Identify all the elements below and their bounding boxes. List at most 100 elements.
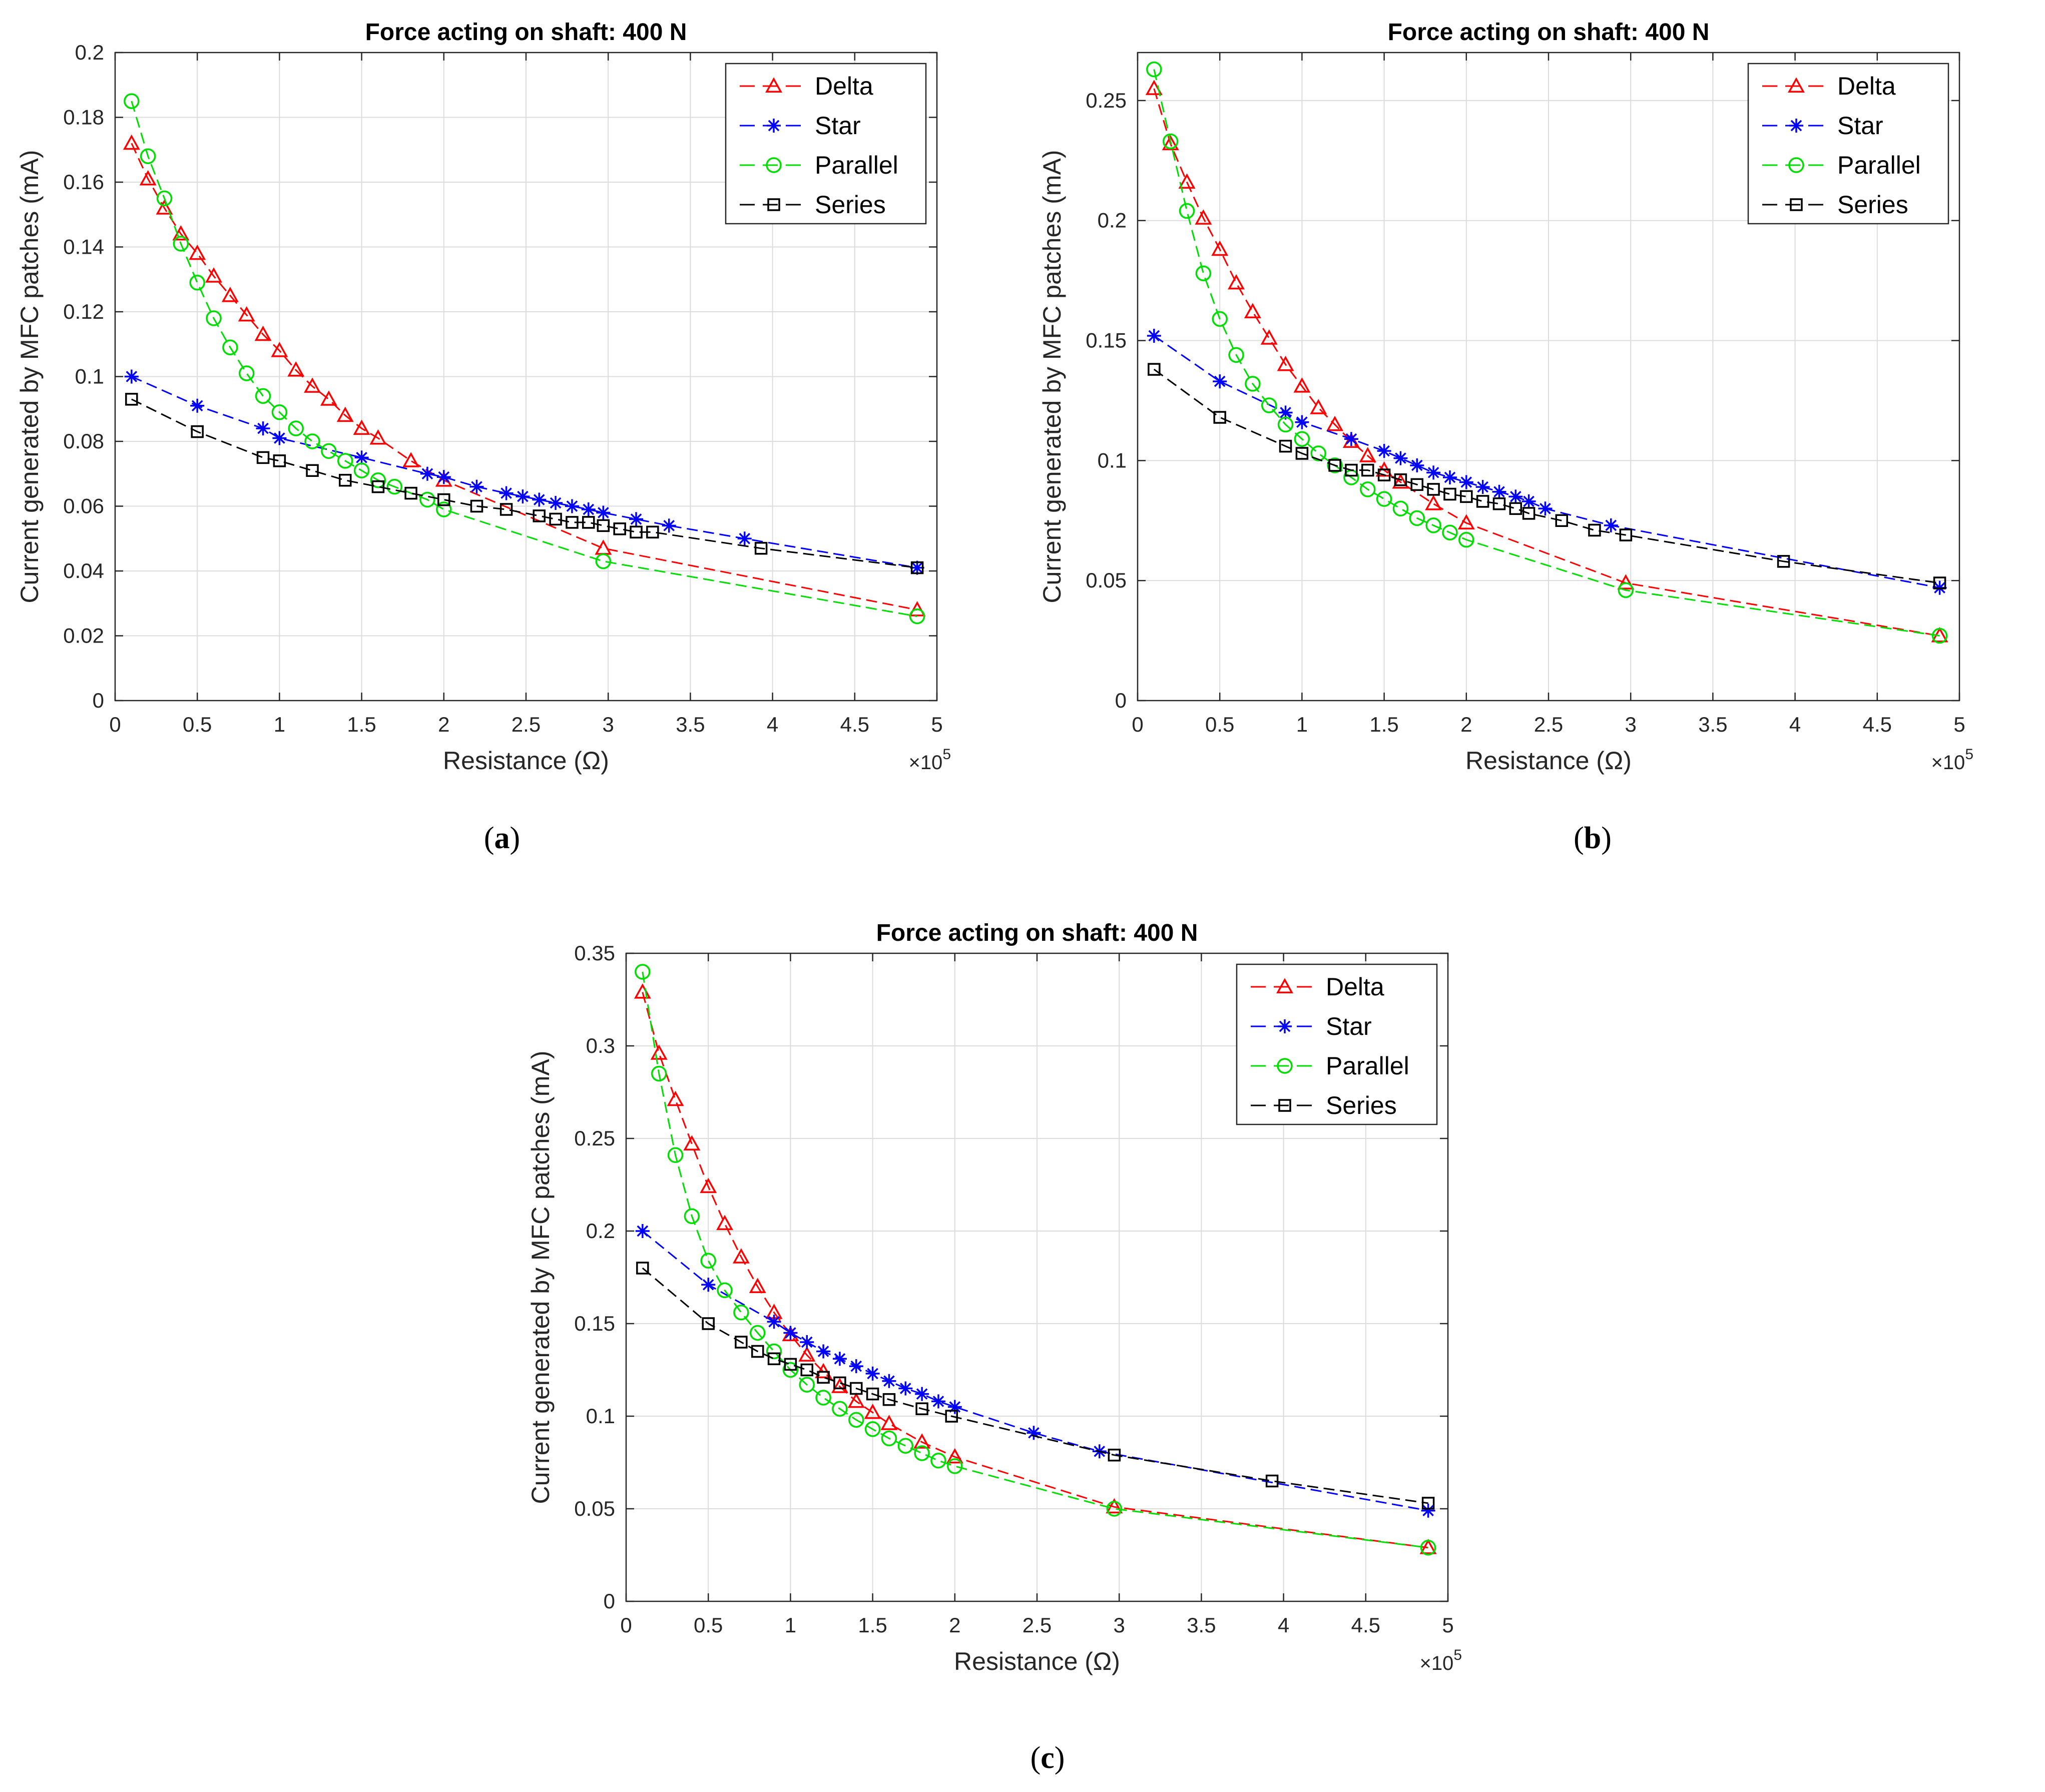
y-tick-label: 0.2: [75, 41, 104, 64]
y-tick-label: 0.18: [63, 106, 104, 129]
data-point-series: [1443, 487, 1456, 501]
data-point-series: [945, 1410, 958, 1423]
data-point-parallel: [288, 420, 304, 436]
data-point-star: [910, 560, 924, 575]
y-tick-label: 0.04: [63, 559, 104, 582]
data-point-parallel: [173, 236, 189, 252]
chart-title: Force acting on shaft: 400 N: [1388, 19, 1710, 46]
data-point-series: [1295, 447, 1309, 460]
y-tick-label: 0.14: [63, 235, 104, 259]
data-point-delta: [1310, 399, 1327, 414]
data-point-series: [646, 525, 659, 539]
data-point-parallel: [1195, 265, 1212, 282]
data-point-delta: [1359, 447, 1376, 462]
legend: Delta Star Parallel Series: [725, 63, 927, 225]
data-point-star: [767, 1315, 781, 1329]
x-axis-multiplier: ×105: [908, 746, 951, 774]
y-tick-label: 0.2: [586, 1219, 615, 1243]
data-point-parallel: [238, 365, 255, 381]
data-point-series: [735, 1336, 748, 1349]
y-tick-label: 0.08: [63, 429, 104, 453]
x-tick-label: 3.5: [1698, 713, 1727, 736]
data-point-delta: [221, 287, 239, 302]
legend-label-parallel: Parallel: [1837, 151, 1921, 179]
data-point-delta: [1228, 274, 1245, 290]
panel-label-a: (a): [483, 821, 521, 855]
data-point-parallel: [909, 608, 925, 625]
series-star: [635, 1224, 1435, 1518]
data-point-star: [1295, 415, 1309, 429]
data-point-star: [256, 421, 270, 436]
data-point-delta: [683, 1135, 701, 1151]
data-point-star: [783, 1326, 798, 1340]
legend: Delta Star Parallel Series: [1236, 963, 1438, 1125]
data-point-series: [582, 516, 595, 529]
data-point-parallel: [897, 1438, 914, 1454]
data-point-series: [256, 451, 270, 464]
data-point-star: [581, 502, 596, 516]
legend-marker-parallel: [1788, 157, 1804, 173]
x-tick-label: 4: [1789, 713, 1801, 736]
x-tick-label: 3: [1114, 1613, 1125, 1637]
data-point-series: [630, 525, 643, 539]
legend-box: [1747, 63, 1949, 225]
data-point-parallel: [782, 1362, 799, 1378]
data-point-parallel: [635, 964, 651, 980]
data-point-delta: [353, 419, 370, 435]
legend-marker-parallel: [1277, 1058, 1293, 1074]
data-point-star: [832, 1352, 847, 1366]
data-point-parallel: [1294, 431, 1310, 447]
x-axis-multiplier-exponent: 5: [942, 746, 951, 763]
data-point-delta: [946, 1448, 963, 1464]
x-ticks: 0 0.5 1 1.5 2 2.5 3 3.5 4 4.5 5: [620, 953, 1454, 1637]
data-point-parallel: [914, 1445, 930, 1461]
data-point-parallel: [124, 93, 140, 109]
data-point-delta: [1392, 473, 1409, 489]
y-tick-label: 0.1: [1098, 448, 1127, 472]
data-point-delta: [1244, 303, 1261, 318]
data-point-star: [1421, 1503, 1435, 1518]
x-tick-label: 1.5: [858, 1613, 887, 1637]
data-point-parallel: [321, 443, 337, 459]
data-point-star: [565, 499, 579, 513]
data-point-parallel: [749, 1325, 766, 1341]
legend-label-star: Star: [1326, 1012, 1372, 1040]
data-point-parallel: [1392, 500, 1409, 517]
y-tick-label: 0.2: [1098, 209, 1127, 232]
data-point-series: [833, 1376, 846, 1390]
data-point-series: [784, 1358, 797, 1371]
data-point-parallel: [1442, 524, 1458, 541]
data-point-star: [947, 1400, 962, 1414]
x-axis-label: Resistance (Ω): [443, 747, 609, 775]
data-point-delta: [864, 1403, 881, 1419]
data-point-star: [354, 450, 369, 465]
data-point-parallel: [1618, 582, 1634, 599]
x-tick-label: 2.5: [1023, 1613, 1052, 1637]
data-point-star: [1147, 328, 1161, 343]
x-tick-label: 3.5: [1187, 1613, 1216, 1637]
legend-item-delta: Delta: [1762, 72, 1896, 100]
legend-label-star: Star: [1837, 112, 1883, 140]
data-point-delta: [667, 1090, 684, 1106]
y-tick-label: 0: [1115, 689, 1127, 712]
x-tick-label: 5: [1442, 1613, 1453, 1637]
legend-marker-delta: [1276, 978, 1293, 993]
y-tick-label: 0.15: [1086, 329, 1127, 352]
y-axis-label: Current generated by MFC patches (mA): [16, 150, 44, 604]
data-point-series: [1933, 576, 1946, 589]
data-point-parallel: [370, 472, 386, 488]
x-tick-label: 3: [603, 713, 614, 736]
chart-c: 0 0.5 1 1.5 2 2.5 3 3.5 4 4.5 5 0 0.05 0.1 0.15 0.2 0.25…: [527, 920, 1462, 1675]
series-parallel: [1146, 61, 1948, 644]
data-point-star: [1508, 489, 1523, 504]
data-point-delta: [798, 1346, 816, 1362]
data-point-delta: [123, 134, 140, 150]
data-point-delta: [205, 267, 223, 283]
data-point-series: [470, 499, 483, 513]
legend-marker-series: [1790, 198, 1803, 211]
data-point-star: [1426, 465, 1441, 480]
legend-item-star: Star: [740, 112, 861, 140]
data-point-star: [272, 431, 287, 445]
data-point-series: [1213, 411, 1226, 424]
